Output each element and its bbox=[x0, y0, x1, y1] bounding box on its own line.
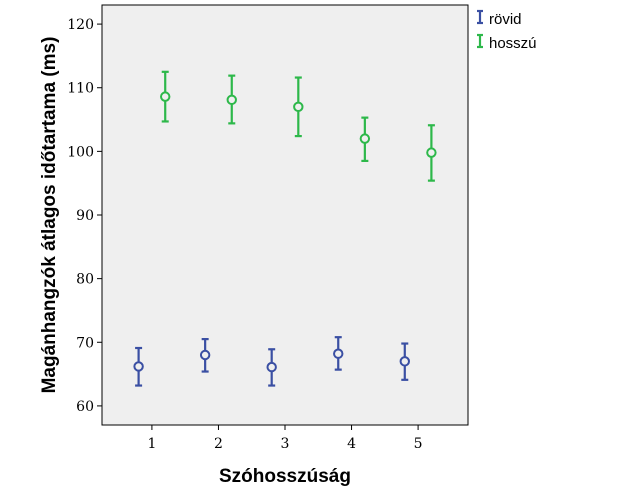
data-point bbox=[266, 361, 277, 373]
legend-label-rovid: rövid bbox=[489, 11, 522, 28]
data-point bbox=[333, 348, 344, 359]
data-point bbox=[199, 349, 211, 361]
legend-item-hosszu: hosszú bbox=[477, 33, 537, 52]
x-tick-label: 4 bbox=[347, 436, 356, 452]
errorbar-point bbox=[266, 348, 277, 387]
plot-area bbox=[101, 4, 469, 426]
errorbar-point bbox=[426, 124, 437, 182]
x-tick-label: 5 bbox=[414, 436, 423, 452]
y-axis: 60 70 80 90 100 110 120 bbox=[67, 17, 102, 415]
y-tick-label: 90 bbox=[76, 208, 94, 224]
x-tick-label: 2 bbox=[214, 436, 223, 452]
errorbar-point bbox=[226, 74, 237, 125]
legend-errorbar-icon bbox=[477, 33, 483, 49]
data-point bbox=[426, 147, 437, 158]
legend-errorbar-icon bbox=[477, 9, 483, 25]
data-point bbox=[359, 133, 371, 144]
x-tick-label: 1 bbox=[147, 436, 156, 452]
y-tick-label: 100 bbox=[67, 144, 94, 160]
legend: rövid hosszú bbox=[477, 9, 537, 52]
x-axis-title: Szóhosszúság bbox=[219, 466, 351, 487]
x-axis: 1 2 3 4 5 bbox=[147, 425, 423, 452]
y-tick-label: 70 bbox=[76, 335, 94, 351]
data-point bbox=[399, 356, 410, 367]
errorbar-point bbox=[133, 346, 144, 387]
legend-item-rovid: rövid bbox=[477, 9, 522, 28]
data-point bbox=[160, 91, 171, 102]
errorbar-point bbox=[333, 336, 344, 371]
legend-label-hosszu: hosszú bbox=[489, 35, 537, 52]
errorbar-point bbox=[199, 337, 211, 373]
y-axis-title: Magánhangzók átlagos időtartama (ms) bbox=[39, 37, 60, 394]
errorbar-point bbox=[160, 70, 171, 123]
data-point bbox=[226, 94, 237, 106]
x-tick-label: 3 bbox=[281, 436, 290, 452]
data-marks bbox=[133, 70, 437, 387]
y-tick-label: 110 bbox=[67, 81, 94, 97]
y-tick-label: 60 bbox=[76, 399, 94, 415]
errorbar-point bbox=[293, 76, 304, 138]
y-tick-label: 80 bbox=[76, 272, 94, 288]
errorbar-point bbox=[399, 342, 410, 381]
errorbar-point bbox=[359, 116, 371, 163]
y-tick-label: 120 bbox=[67, 17, 94, 33]
data-point bbox=[293, 101, 304, 113]
data-point bbox=[133, 361, 144, 372]
